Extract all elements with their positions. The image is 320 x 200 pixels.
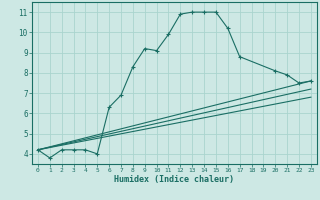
X-axis label: Humidex (Indice chaleur): Humidex (Indice chaleur) (115, 175, 234, 184)
